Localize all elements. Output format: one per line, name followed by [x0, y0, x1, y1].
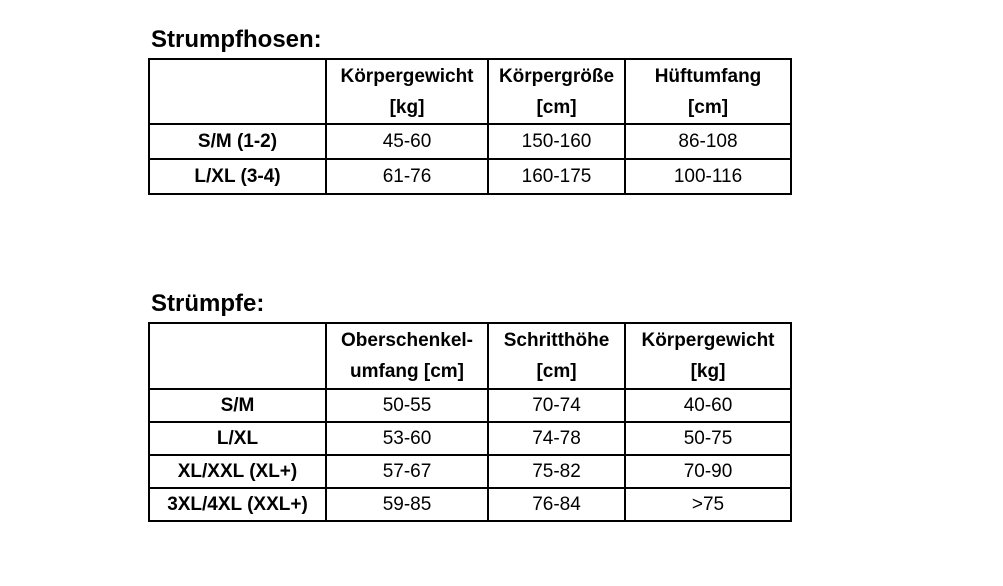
struempfe-size-table: Oberschenkel- umfang [cm] Schritthöhe [c…	[148, 322, 792, 522]
cell-value: 45-60	[325, 123, 489, 160]
table-row: S/M 50-55 70-74 40-60	[148, 388, 792, 423]
table-row: L/XL 53-60 74-78 50-75	[148, 421, 792, 456]
size-label: XL/XXL (XL+)	[148, 454, 327, 489]
size-label: L/XL (3-4)	[148, 158, 327, 195]
size-label: 3XL/4XL (XXL+)	[148, 487, 327, 522]
section-title-struempfe: Strümpfe:	[151, 290, 265, 317]
header-cell-koerpergewicht: Körpergewicht [kg]	[325, 58, 489, 125]
header-cell-empty	[148, 322, 327, 390]
cell-value: 160-175	[487, 158, 626, 195]
header-cell-schritthoehe: Schritthöhe [cm]	[487, 322, 626, 390]
cell-value: 40-60	[624, 388, 792, 423]
cell-value: 61-76	[325, 158, 489, 195]
cell-value: 50-55	[325, 388, 489, 423]
header-label: Körpergewicht	[641, 330, 775, 351]
cell-value: 100-116	[624, 158, 792, 195]
header-label: Körpergröße	[498, 65, 615, 87]
header-cell-koerpergroesse: Körpergröße [cm]	[487, 58, 626, 125]
header-cell-hueftumfang: Hüftumfang [cm]	[624, 58, 792, 125]
table-header-row: Oberschenkel- umfang [cm] Schritthöhe [c…	[148, 322, 792, 390]
cell-value: 59-85	[325, 487, 489, 522]
cell-value: >75	[624, 487, 792, 522]
header-unit: [cm]	[536, 361, 577, 382]
section-title-strumpfhosen: Strumpfhosen:	[151, 26, 322, 53]
table-row: L/XL (3-4) 61-76 160-175 100-116	[148, 158, 792, 195]
table-row: S/M (1-2) 45-60 150-160 86-108	[148, 123, 792, 160]
header-label: Schritthöhe	[503, 330, 610, 351]
header-label: Oberschenkel-	[341, 330, 473, 351]
header-cell-empty	[148, 58, 327, 125]
cell-value: 70-74	[487, 388, 626, 423]
header-unit: umfang [cm]	[350, 361, 464, 382]
table-row: XL/XXL (XL+) 57-67 75-82 70-90	[148, 454, 792, 489]
header-unit: [cm]	[687, 96, 729, 118]
table-row: 3XL/4XL (XXL+) 59-85 76-84 >75	[148, 487, 792, 522]
table-header-row: Körpergewicht [kg] Körpergröße [cm] Hüft…	[148, 58, 792, 125]
cell-value: 57-67	[325, 454, 489, 489]
cell-value: 53-60	[325, 421, 489, 456]
size-label: S/M	[148, 388, 327, 423]
header-cell-oberschenkelumfang: Oberschenkel- umfang [cm]	[325, 322, 489, 390]
cell-value: 50-75	[624, 421, 792, 456]
cell-value: 86-108	[624, 123, 792, 160]
size-label: S/M (1-2)	[148, 123, 327, 160]
header-unit: [kg]	[389, 96, 425, 118]
cell-value: 76-84	[487, 487, 626, 522]
cell-value: 70-90	[624, 454, 792, 489]
size-label: L/XL	[148, 421, 327, 456]
cell-value: 74-78	[487, 421, 626, 456]
header-label: Hüftumfang	[654, 65, 762, 87]
header-label: Körpergewicht	[340, 65, 474, 87]
strumpfhosen-size-table: Körpergewicht [kg] Körpergröße [cm] Hüft…	[148, 58, 792, 195]
header-cell-koerpergewicht: Körpergewicht [kg]	[624, 322, 792, 390]
cell-value: 75-82	[487, 454, 626, 489]
header-unit: [kg]	[690, 361, 726, 382]
cell-value: 150-160	[487, 123, 626, 160]
header-unit: [cm]	[536, 96, 577, 118]
